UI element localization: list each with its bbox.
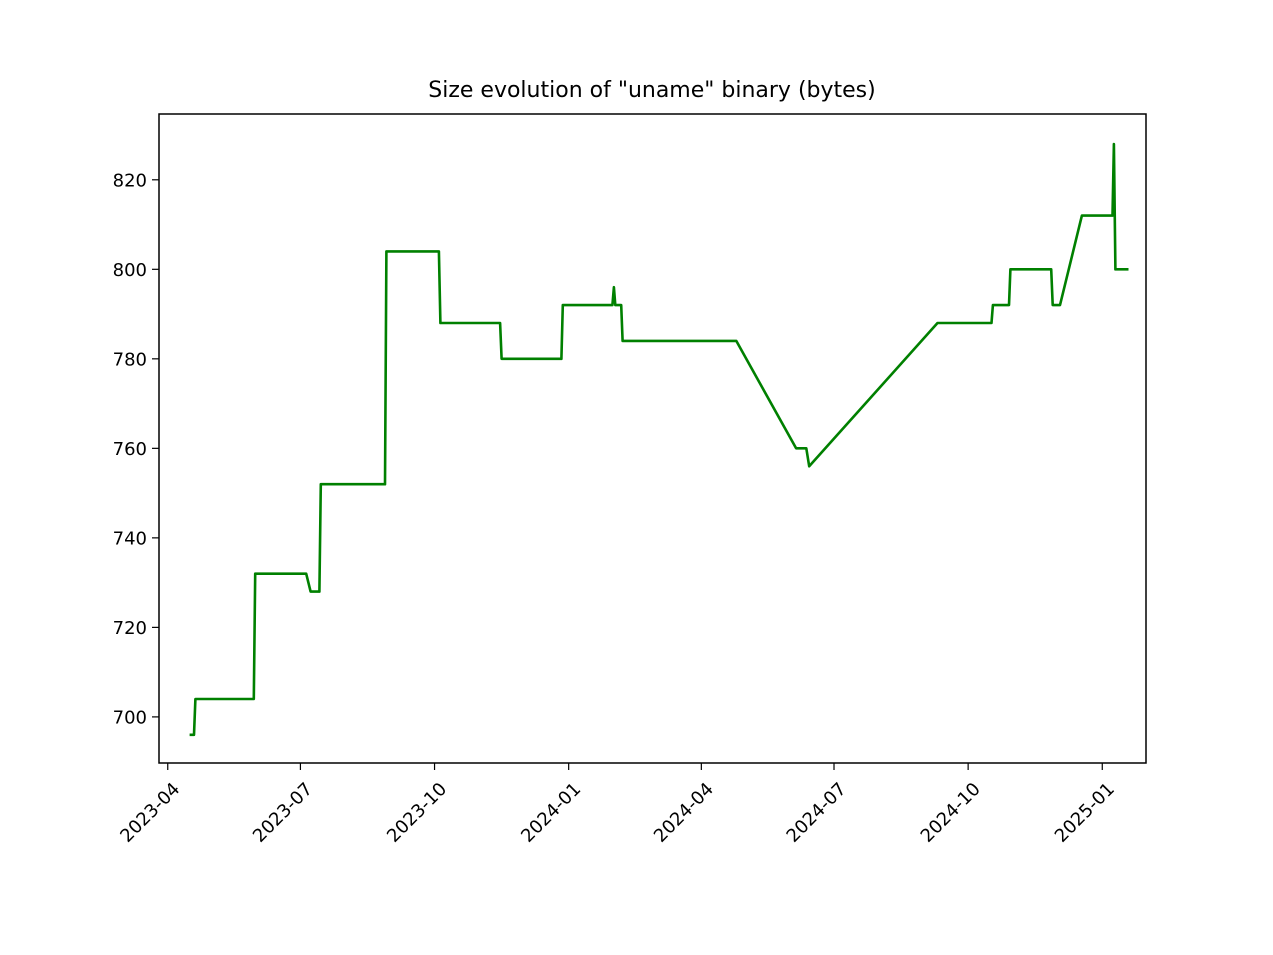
x-tick-label: 2024-10: [917, 779, 985, 847]
y-tick-label: 800: [113, 260, 147, 281]
x-tick-label: 2024-01: [517, 779, 585, 847]
y-axis: 700 720 740 760 780 800 820: [113, 170, 159, 728]
x-axis: 2023-04 2023-07 2023-10 2024-01 2024-04 2024-…: [116, 763, 1119, 847]
x-tick-label: 2023-10: [383, 779, 451, 847]
y-tick-label: 700: [113, 707, 147, 728]
x-tick-label: 2024-04: [650, 779, 718, 847]
x-tick-label: 2023-07: [249, 779, 317, 847]
series-layer: [189, 142, 1129, 737]
y-tick-label: 760: [113, 439, 147, 460]
plot-frame: [158, 113, 1147, 764]
y-tick-label: 720: [113, 618, 147, 639]
chart-title: Size evolution of "uname" binary (bytes): [428, 78, 875, 103]
series-line: [189, 142, 1129, 737]
y-tick-label: 740: [113, 528, 147, 549]
y-tick-label: 780: [113, 349, 147, 370]
x-tick-label: 2024-07: [783, 779, 851, 847]
y-tick-label: 820: [113, 170, 147, 191]
x-tick-label: 2025-01: [1051, 779, 1119, 847]
x-tick-label: 2023-04: [116, 779, 184, 847]
